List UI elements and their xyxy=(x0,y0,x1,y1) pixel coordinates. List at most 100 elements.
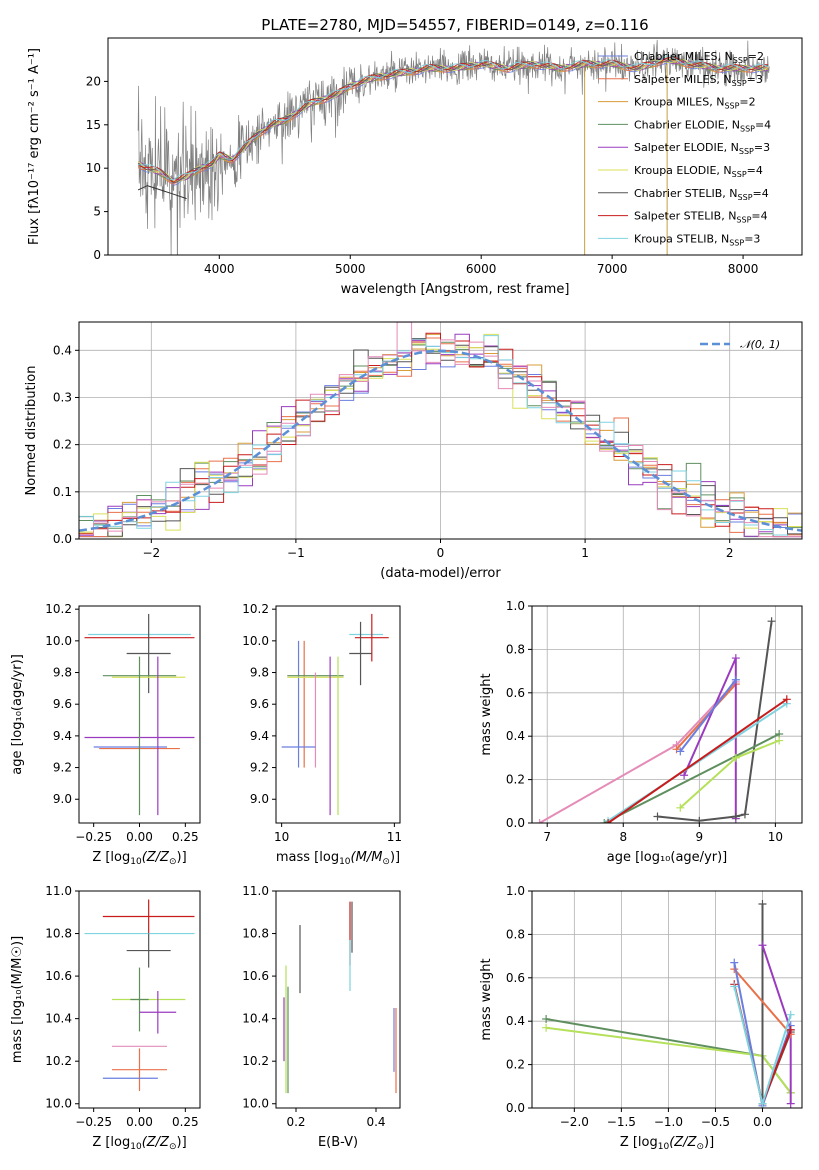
y-tick-label: 11.0 xyxy=(45,884,72,898)
weight-marker xyxy=(676,747,685,756)
y-tick-label: 0.3 xyxy=(53,390,72,404)
weight-marker xyxy=(542,1023,551,1032)
model-spectrum-line xyxy=(137,59,769,182)
y-tick-label: 9.8 xyxy=(250,666,269,680)
y-tick-label: 10.6 xyxy=(45,969,72,983)
weight-marker xyxy=(730,958,739,967)
weight-marker xyxy=(731,753,740,762)
legend-label: Chabrier ELODIE, NSSP=4 xyxy=(634,118,771,133)
model-spectrum-line xyxy=(138,55,769,181)
weight-marker xyxy=(786,1099,795,1108)
spectrum-panel: 4000 5000 6000 7000 8000 0 5 10 15 20 wavelength [… xyxy=(27,37,803,297)
y-tick-label: 0.2 xyxy=(506,773,525,787)
weight-plot-area xyxy=(535,617,791,823)
y-tick-label: 0.4 xyxy=(506,1014,525,1028)
y-tick-label: 10.4 xyxy=(242,1012,269,1026)
y-tick-label: 20 xyxy=(86,74,101,88)
spectrum-legend: Chabrier MILES, NSSP=2 Salpeter MILES, NS… xyxy=(598,50,771,247)
y-tick-label: 10.0 xyxy=(45,1097,72,1111)
weight-marker xyxy=(731,654,740,663)
x-tick-label: 4000 xyxy=(204,262,235,276)
model-spectrum-line xyxy=(137,57,769,183)
weight-marker xyxy=(695,816,704,823)
weight-marker xyxy=(604,819,613,823)
y-tick-label: 9.4 xyxy=(250,729,269,743)
y-tick-label: 11.0 xyxy=(242,884,269,898)
x-tick-label: 7 xyxy=(543,830,551,844)
x-tick-label: 9 xyxy=(696,830,704,844)
y-tick-label: 10.2 xyxy=(45,602,72,616)
legend-label: Kroupa ELODIE, NSSP=4 xyxy=(634,164,763,179)
y-tick-label: 9.0 xyxy=(250,792,269,806)
x-axis-label: Z [log10(Z/Z⊙)] xyxy=(92,1135,186,1152)
x-tick-label: 1 xyxy=(581,546,589,560)
y-tick-label: 0.2 xyxy=(506,1058,525,1072)
weight-series-line xyxy=(683,657,737,819)
weight-marker xyxy=(676,803,685,812)
x-tick-label: −1 xyxy=(287,546,305,560)
plot-frame xyxy=(531,890,803,1109)
x-axis-label: (data-model)/error xyxy=(380,566,501,581)
x-axis-label: wavelength [Angstrom, rest frame] xyxy=(341,282,570,297)
x-tick-label: 0.00 xyxy=(126,1115,153,1129)
y-tick-label: 1.0 xyxy=(506,599,525,613)
x-axis-label: Z [log10(Z/Z⊙)] xyxy=(620,1135,714,1152)
y-tick-label: 0.0 xyxy=(53,532,72,546)
weight-series-line xyxy=(761,944,792,1104)
y-tick-label: 5 xyxy=(93,205,101,219)
y-tick-label: 9.2 xyxy=(53,761,72,775)
legend-label: Kroupa MILES, NSSP=2 xyxy=(634,96,756,111)
x-tick-label: 5000 xyxy=(335,262,366,276)
x-tick-label: 10 xyxy=(274,830,289,844)
residuals-panel: −2 −1 0 1 2 0.0 0.1 0.2 0.3 0.4 (data-model)/error… xyxy=(24,321,803,581)
weight-marker xyxy=(767,617,776,626)
weight-series-line xyxy=(607,698,788,823)
weight-marker xyxy=(731,675,740,684)
age-weight-panel: 7 8 9 10 0.0 0.2 0.4 0.6 0.8 1.0 age [log₁₀(age/yr… xyxy=(479,599,803,865)
mass-age-panel: 10 11 9.0 9.2 9.4 9.6 9.8 10.0 10.2 mass [log10(M… xyxy=(242,602,402,867)
y-tick-label: 10 xyxy=(86,161,101,175)
x-tick-label: −0.25 xyxy=(75,830,112,844)
y-tick-label: 10.2 xyxy=(242,602,269,616)
weight-series-line xyxy=(679,679,737,753)
weight-marker xyxy=(535,819,544,823)
errorbar-plot-area xyxy=(281,613,389,816)
figure-title: PLATE=2780, MJD=54557, FIBERID=0149, z=0… xyxy=(261,16,648,34)
y-tick-label: 0.8 xyxy=(506,927,525,941)
y-tick-label: 15 xyxy=(86,118,101,132)
residuals-plot-area xyxy=(79,322,802,538)
x-tick-label: −0.5 xyxy=(701,1115,730,1129)
weight-marker xyxy=(758,941,767,950)
x-tick-label: 0.4 xyxy=(366,1115,385,1129)
legend-label: Salpeter MILES, NSSP=3 xyxy=(634,73,763,88)
y-axis-label: Flux [fλ10⁻¹⁷ erg cm⁻² s⁻¹ A⁻¹] xyxy=(27,48,42,245)
y-tick-label: 0.2 xyxy=(53,438,72,452)
weight-marker xyxy=(782,695,791,704)
errorbar-point xyxy=(126,613,171,694)
x-tick-label: 2 xyxy=(726,546,734,560)
y-tick-label: 10.4 xyxy=(45,1012,72,1026)
x-axis-label: age [log₁₀(age/yr)] xyxy=(607,850,728,865)
errorbar-point xyxy=(112,1048,167,1091)
x-axis-label: mass [log10(M/M⊙)] xyxy=(276,850,400,867)
weight-marker xyxy=(786,1010,795,1019)
stelib-low-segment xyxy=(137,185,187,200)
y-tick-label: 0.0 xyxy=(506,816,525,830)
legend-label: Salpeter STELIB, NSSP=4 xyxy=(634,210,768,225)
x-tick-label: 0.25 xyxy=(172,1115,199,1129)
y-tick-label: 0.4 xyxy=(53,343,72,357)
y-tick-label: 10.0 xyxy=(45,634,72,648)
gaussian-reference-curve xyxy=(79,349,802,532)
x-tick-label: 6000 xyxy=(466,262,497,276)
x-tick-label: 0.00 xyxy=(126,830,153,844)
errorbar-plot-area xyxy=(84,613,195,816)
y-tick-label: 0.1 xyxy=(53,485,72,499)
errorbar-point xyxy=(130,967,149,1032)
errorbar-plot-area xyxy=(283,901,397,1094)
weight-marker xyxy=(740,810,749,819)
y-tick-label: 10.6 xyxy=(242,969,269,983)
y-tick-label: 10.8 xyxy=(45,927,72,941)
x-tick-label: 8 xyxy=(619,830,627,844)
y-tick-label: 0 xyxy=(93,248,101,262)
y-tick-label: 0.6 xyxy=(506,686,525,700)
